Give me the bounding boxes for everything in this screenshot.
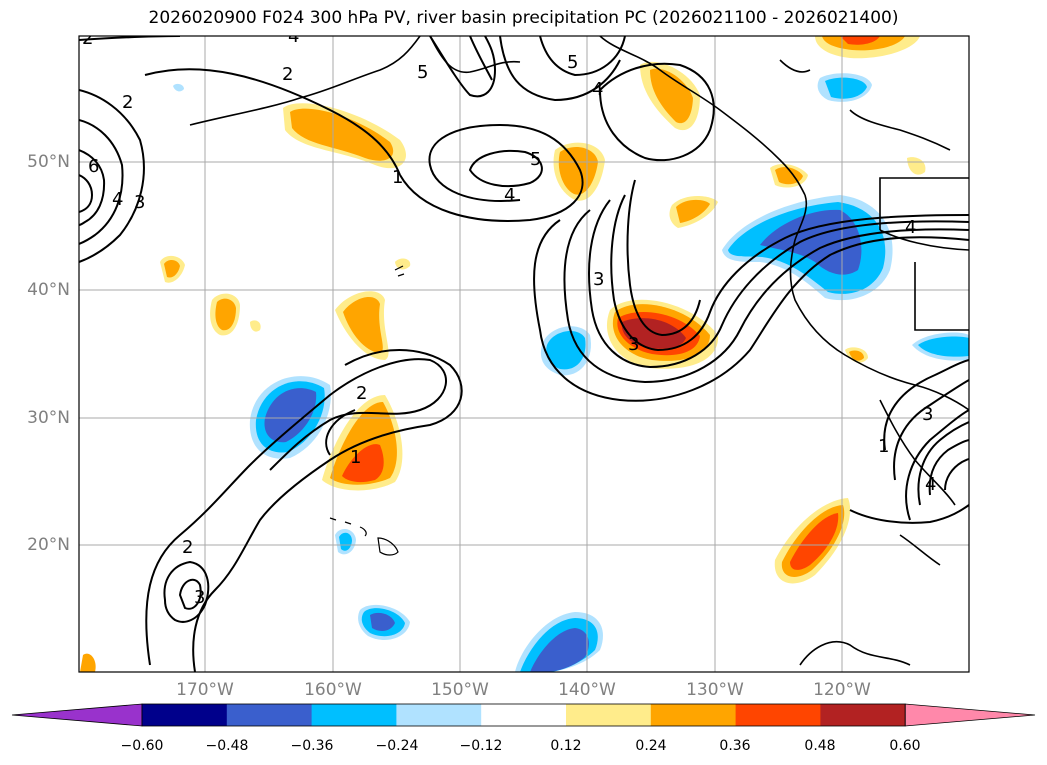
precipitation-shading	[80, 36, 969, 672]
colorbar-segment	[311, 704, 397, 726]
lon-label: 130°W	[686, 680, 744, 700]
contour-label: 2	[122, 92, 133, 113]
islands	[329, 265, 405, 556]
lon-label: 140°W	[558, 680, 616, 700]
contour-label: 1	[878, 436, 889, 457]
contour-label: 2	[82, 28, 93, 49]
contour-label: 6	[88, 156, 99, 177]
lat-label: 40°N	[27, 280, 70, 300]
colorbar-segment	[566, 704, 652, 726]
colorbar-tick-label: 0.12	[550, 738, 582, 754]
lon-label: 120°W	[813, 680, 871, 700]
positive-anomaly-area	[395, 258, 411, 270]
contour-label: 4	[504, 185, 515, 206]
positive-anomaly-area	[343, 297, 383, 353]
lon-label: 150°W	[431, 680, 489, 700]
colorbar-segment	[142, 704, 228, 726]
colorbar-tick-label: 0.48	[804, 738, 836, 754]
contour-label: 2	[182, 537, 193, 558]
positive-anomaly-area	[849, 350, 864, 361]
colorbar-segment	[650, 704, 737, 726]
negative-anomaly-area	[339, 532, 352, 551]
negative-anomaly-area	[760, 209, 862, 275]
lat-label: 30°N	[27, 408, 70, 428]
contour-labels: 2 2 2 4 6 3 1 4 5 5 4 3 3 4 5 4 2 1 2 3 …	[82, 26, 936, 608]
contour-label: 4	[288, 26, 299, 47]
contour-label: 3	[628, 334, 639, 355]
contour-label: 5	[567, 52, 578, 73]
colorbar-tick-label: 0.36	[719, 738, 751, 754]
contour-label: 4	[905, 217, 916, 238]
positive-anomaly-area	[215, 298, 236, 331]
positive-anomaly-area	[342, 444, 384, 483]
figure-title: 2026020900 F024 300 hPa PV, river basin …	[148, 8, 899, 28]
contour-label: 5	[530, 149, 541, 170]
positive-anomaly-area	[676, 199, 710, 223]
lat-label: 20°N	[27, 535, 70, 555]
contour-label: 4	[925, 474, 936, 495]
colorbar-extend-right	[904, 703, 1036, 727]
negative-anomaly-area	[370, 612, 395, 631]
positive-anomaly-area	[558, 146, 598, 195]
contour-label: 5	[417, 62, 428, 83]
colorbar-tick-label: −0.24	[375, 738, 419, 754]
contour-label: 3	[134, 192, 145, 213]
colorbar-segment	[481, 704, 567, 726]
contour-label: 1	[350, 447, 361, 468]
colorbar	[11, 703, 1036, 727]
pv-contours	[79, 36, 969, 672]
negative-anomaly-area	[546, 330, 586, 370]
colorbar-tick-label: −0.60	[120, 738, 164, 754]
negative-anomaly-area	[825, 77, 867, 99]
positive-anomaly-area	[840, 36, 880, 45]
map-frame	[78, 35, 970, 673]
contour-label: 3	[593, 269, 604, 290]
colorbar-tick-label: 0.24	[635, 738, 667, 754]
positive-anomaly-area	[290, 108, 394, 161]
colorbar-segment	[735, 704, 821, 726]
negative-anomaly-area	[264, 388, 317, 443]
contour-label: 2	[356, 383, 367, 404]
positive-anomaly-area	[164, 260, 180, 278]
positive-anomaly-area	[650, 68, 693, 124]
lon-label: 170°W	[176, 680, 234, 700]
contour-label: 3	[922, 404, 933, 425]
colorbar-segment	[396, 704, 482, 726]
colorbar-tick-label: 0.60	[889, 738, 921, 754]
contour-label: 4	[592, 79, 603, 100]
graticule	[79, 36, 969, 672]
colorbar-segment	[820, 704, 906, 726]
colorbar-tick-label: −0.48	[205, 738, 249, 754]
contour-label: 2	[282, 64, 293, 85]
lat-label: 50°N	[27, 152, 70, 172]
negative-anomaly-area	[173, 83, 184, 92]
negative-anomaly-area	[918, 336, 969, 357]
colorbar-segment	[226, 704, 313, 726]
contour-label: 1	[392, 167, 403, 188]
positive-anomaly-area	[250, 320, 261, 332]
contour-label: 4	[112, 189, 123, 210]
colorbar-tick-label: −0.12	[459, 738, 503, 754]
colorbar-extend-left	[11, 703, 143, 727]
contour-label: 3	[194, 587, 205, 608]
lon-label: 160°W	[304, 680, 362, 700]
colorbar-tick-label: −0.36	[290, 738, 334, 754]
positive-anomaly-area	[80, 653, 96, 672]
negative-anomaly-area	[530, 628, 589, 672]
positive-anomaly-area	[790, 513, 839, 570]
positive-anomaly-area	[907, 157, 926, 175]
colorbar-frame	[141, 703, 906, 727]
